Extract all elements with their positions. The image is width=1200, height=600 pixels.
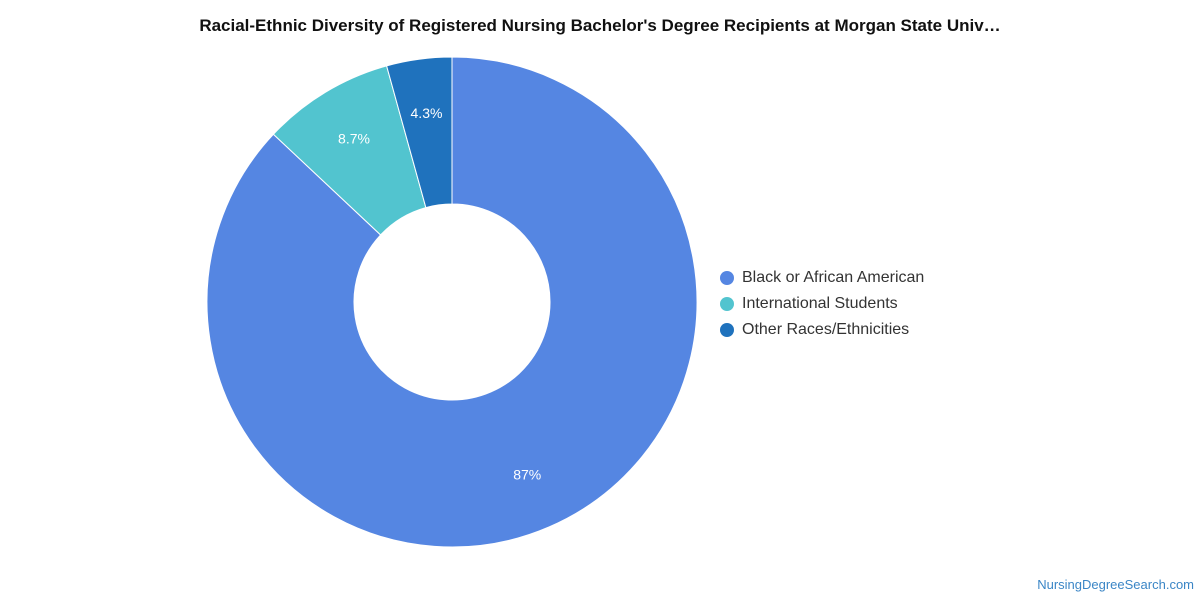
chart-legend: Black or African American International S…	[720, 265, 924, 343]
legend-swatch-icon	[720, 297, 734, 311]
legend-label: Other Races/Ethnicities	[742, 321, 910, 338]
donut-slice-other-races-ethnicities[interactable]	[385, 56, 453, 209]
slice-label: 8.7%	[338, 131, 370, 147]
slice-label: 87%	[513, 467, 541, 483]
legend-item-international-students[interactable]: International Students	[720, 291, 924, 317]
legend-swatch-icon	[720, 323, 734, 337]
legend-label: International Students	[742, 295, 898, 312]
source-watermark[interactable]: NursingDegreeSearch.com	[1037, 577, 1194, 592]
chart-title: Racial-Ethnic Diversity of Registered Nu…	[199, 16, 1001, 35]
legend-label: Black or African American	[742, 269, 925, 286]
slices-layer	[206, 56, 698, 548]
slice-labels-layer: 87% 8.7% 4.3%	[338, 105, 541, 483]
slice-label: 4.3%	[411, 105, 443, 121]
legend-item-black-or-african-american[interactable]: Black or African American	[720, 265, 924, 291]
donut-slice-black-or-african-american[interactable]	[206, 56, 698, 548]
legend-swatch-icon	[720, 271, 734, 285]
legend-item-other-races-ethnicities[interactable]: Other Races/Ethnicities	[720, 317, 924, 343]
